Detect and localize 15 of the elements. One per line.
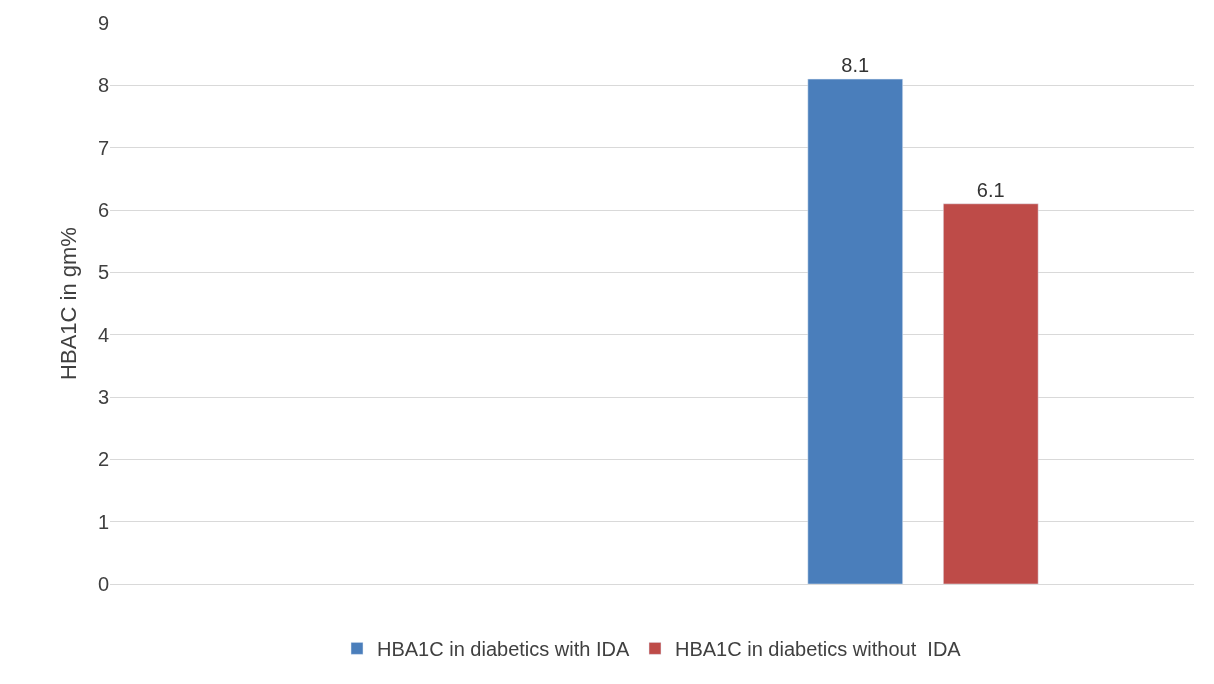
legend-label: HBA1C in diabetics without IDA — [674, 638, 962, 661]
y-axis-title: HBA1C in gm% — [55, 227, 81, 380]
y-tick-label: 8 — [97, 74, 109, 97]
y-tick-label: 0 — [97, 573, 109, 595]
y-tick-label: 1 — [97, 510, 109, 533]
legend-label: HBA1C in diabetics with IDA — [377, 638, 630, 661]
y-tick-label: 9 — [97, 12, 109, 34]
data-label: 6.1 — [976, 178, 1005, 201]
y-tick-label: 7 — [97, 136, 109, 159]
data-label: 8.1 — [841, 54, 870, 77]
y-tick-label: 6 — [97, 199, 109, 221]
y-tick-label: 2 — [97, 448, 109, 471]
y-tick-label: 5 — [97, 261, 109, 284]
y-tick-label: 4 — [97, 323, 109, 346]
y-tick-label: 3 — [97, 386, 109, 408]
